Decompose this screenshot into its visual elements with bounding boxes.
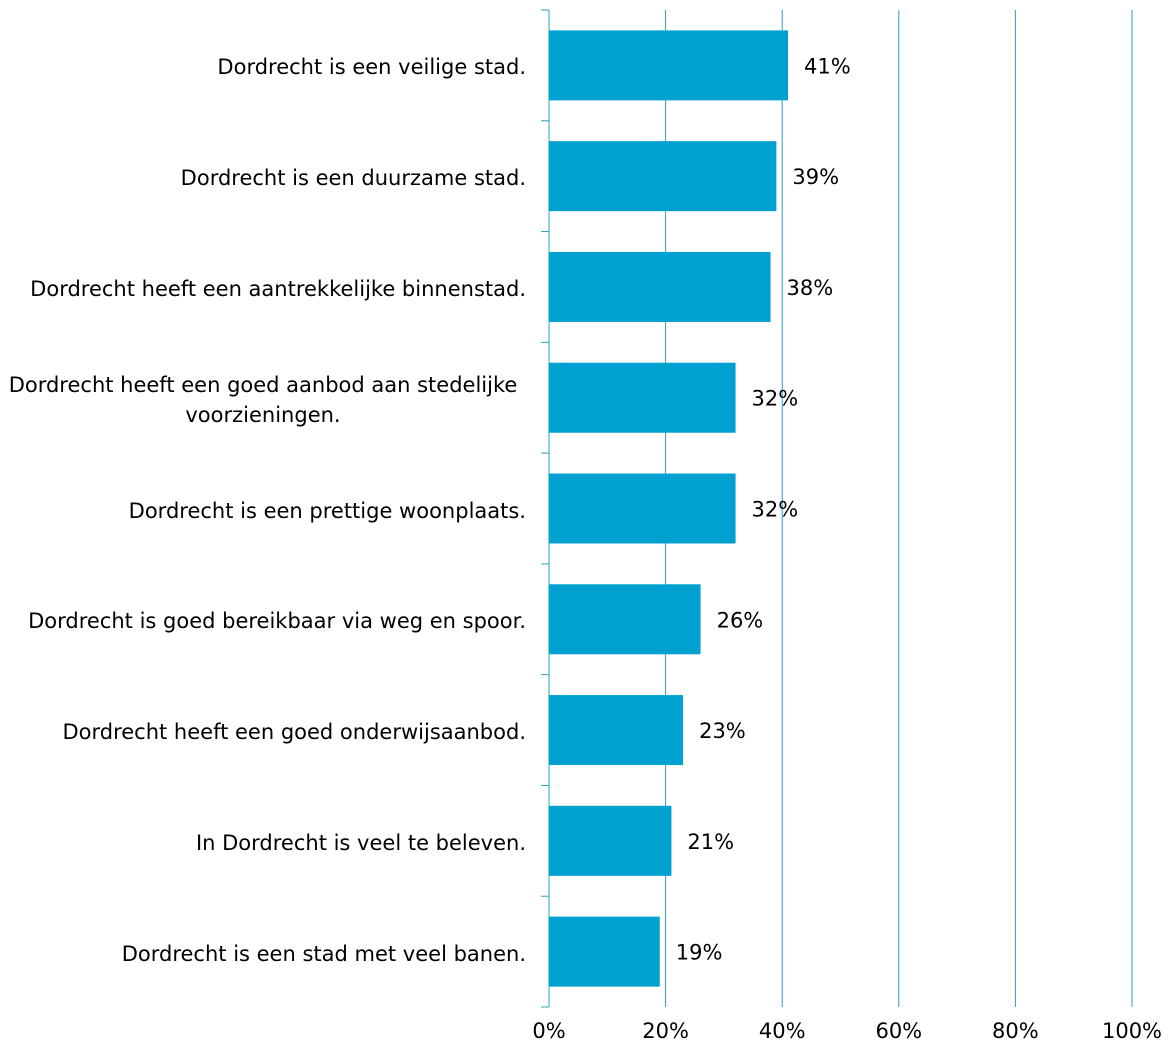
category-text: Dordrecht is goed bereikbaar via weg en … <box>28 609 526 634</box>
value-label: 23% <box>699 719 746 743</box>
category-label: Dordrecht is goed bereikbaar via weg en … <box>0 606 526 636</box>
category-label: Dordrecht is een stad met veel banen. <box>0 939 526 969</box>
bar <box>549 805 672 876</box>
x-tick-label: 100% <box>1102 1019 1162 1043</box>
bar <box>549 695 684 766</box>
value-label: 19% <box>676 941 723 965</box>
bar <box>549 30 789 101</box>
x-tick-label: 60% <box>875 1019 922 1043</box>
category-text: Dordrecht is een stad met veel banen. <box>121 941 526 966</box>
category-text: Dordrecht heeft een aantrekkelijke binne… <box>30 276 526 301</box>
x-tick-label: 80% <box>992 1019 1039 1043</box>
category-label: Dordrecht heeft een aantrekkelijke binne… <box>0 274 526 304</box>
value-label: 41% <box>804 54 851 78</box>
bar <box>549 141 777 212</box>
category-text: Dordrecht heeft een goed onderwijsaanbod… <box>62 720 526 745</box>
value-label: 21% <box>687 830 734 854</box>
value-label: 32% <box>752 387 799 411</box>
x-tick-label: 40% <box>759 1019 806 1043</box>
category-label: Dordrecht is een veilige stad. <box>0 52 526 82</box>
bar <box>549 251 771 322</box>
category-label: Dordrecht is een duurzame stad. <box>0 163 526 193</box>
category-text: Dordrecht heeft een goed aanbod aan sted… <box>8 372 518 427</box>
value-label: 32% <box>752 498 799 522</box>
bar <box>549 584 701 655</box>
bar <box>549 916 660 987</box>
x-tick-label: 0% <box>532 1019 565 1043</box>
category-text: Dordrecht is een veilige stad. <box>217 55 526 80</box>
category-label: In Dordrecht is veel te beleven. <box>0 828 526 858</box>
bar <box>549 473 736 544</box>
x-tick-label: 20% <box>642 1019 689 1043</box>
category-label: Dordrecht heeft een goed onderwijsaanbod… <box>0 717 526 747</box>
category-label: Dordrecht is een prettige woonplaats. <box>0 496 526 526</box>
value-label: 38% <box>787 276 834 300</box>
value-label: 39% <box>792 165 839 189</box>
bar <box>549 362 736 433</box>
category-text: Dordrecht is een prettige woonplaats. <box>128 498 526 523</box>
category-text: In Dordrecht is veel te beleven. <box>195 830 526 855</box>
value-label: 26% <box>717 608 764 632</box>
category-label: Dordrecht heeft een goed aanbod aan sted… <box>0 370 526 430</box>
category-text: Dordrecht is een duurzame stad. <box>180 166 526 191</box>
